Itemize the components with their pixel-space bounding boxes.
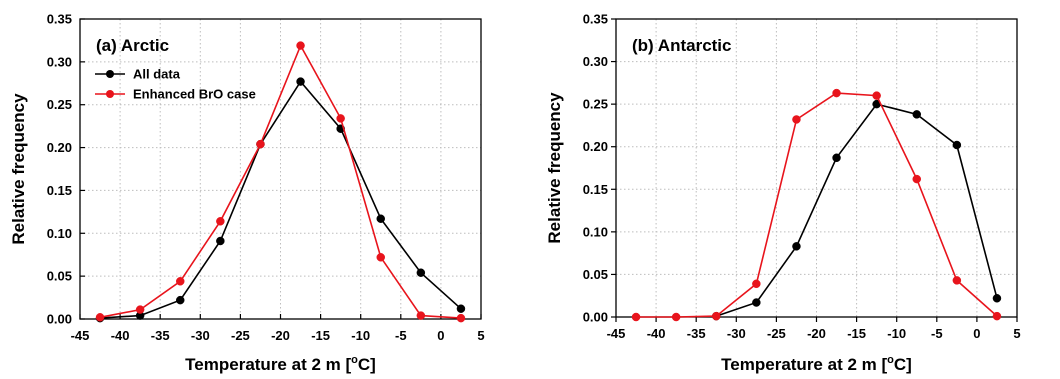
x-tick-label: -30: [727, 326, 746, 341]
data-point: [296, 41, 305, 50]
series-line-0: [716, 103, 998, 317]
data-point: [832, 153, 841, 163]
x-tick-label: -10: [351, 328, 370, 343]
data-point: [135, 305, 145, 314]
y-axis-title: Relative frequency: [545, 92, 564, 244]
data-point: [992, 311, 1002, 321]
y-tick-label: 0.10: [47, 226, 72, 241]
data-point: [95, 313, 105, 322]
x-tick-label: -40: [647, 326, 666, 341]
x-tick-label: -25: [767, 326, 786, 341]
series-line-0: [99, 80, 462, 319]
x-tick-label: -35: [151, 328, 170, 343]
data-point: [872, 91, 881, 100]
legend-marker-0: [106, 70, 114, 78]
x-axis-title: Temperature at 2 m [oC]: [721, 354, 912, 374]
x-tick-label: -35: [687, 326, 706, 341]
data-point: [992, 294, 1002, 303]
data-point: [416, 311, 426, 320]
y-tick-label: 0.25: [47, 97, 72, 112]
x-axis-title-unit: C]: [894, 355, 912, 374]
data-point: [752, 298, 761, 307]
y-tick-label: 0.05: [47, 269, 72, 284]
y-tick-label: 0.30: [583, 54, 608, 69]
x-tick-label: -25: [231, 328, 250, 343]
x-tick-label: -15: [847, 326, 866, 341]
y-tick-label: 0.00: [583, 310, 608, 325]
y-tick-label: 0.05: [583, 267, 608, 282]
x-axis-title-unit: C]: [358, 355, 376, 374]
data-point: [752, 279, 761, 289]
series-line-1: [636, 92, 998, 318]
x-tick-label: -40: [111, 328, 130, 343]
data-point: [456, 313, 466, 323]
x-axis-title-text: Temperature at 2 m [: [185, 355, 351, 374]
y-tick-label: 0.25: [583, 97, 608, 112]
data-point: [912, 110, 921, 119]
data-point: [792, 242, 801, 251]
y-tick-label: 0.00: [47, 312, 72, 327]
data-point: [456, 304, 466, 313]
x-tick-label: 0: [973, 326, 980, 341]
data-point: [376, 253, 385, 262]
chart-panel-b: -45 -40 -35 -30 -25 -20 -15 -10 -5 0 5 0.00 0.05 0.10…: [545, 12, 1021, 375]
x-tick-label: -5: [395, 328, 407, 343]
data-point: [631, 312, 641, 322]
x-axis-title-superscript: o: [351, 354, 358, 366]
x-axis-title-superscript: o: [887, 354, 894, 366]
data-point: [176, 277, 185, 286]
x-tick-label: 0: [437, 328, 444, 343]
legend-label-1: Enhanced BrO case: [133, 87, 256, 102]
panel-label: (b) Antarctic: [632, 36, 732, 55]
y-tick-label: 0.15: [47, 183, 72, 198]
x-tick-label: -30: [191, 328, 210, 343]
x-tick-label: -45: [607, 326, 626, 341]
y-tick-label: 0.35: [583, 12, 608, 27]
legend-label-0: All data: [133, 67, 181, 82]
x-tick-label: -45: [71, 328, 90, 343]
x-tick-label: -15: [311, 328, 330, 343]
y-tick-label: 0.10: [583, 224, 608, 239]
y-tick-label: 0.35: [47, 12, 72, 27]
data-point: [792, 115, 801, 124]
x-tick-label: -5: [931, 326, 943, 341]
data-point: [176, 295, 185, 305]
data-point: [296, 77, 305, 86]
data-point: [216, 217, 225, 226]
x-tick-label: 5: [477, 328, 484, 343]
data-point: [952, 140, 962, 150]
y-tick-label: 0.20: [47, 140, 72, 155]
chart-panel-a: -45 -40 -35 -30 -25 -20 -15 -10 -5 0 5 0.00 0.05 0.10…: [9, 12, 485, 375]
data-point: [256, 139, 265, 149]
data-point: [416, 268, 426, 277]
y-axis-title: Relative frequency: [9, 93, 28, 245]
x-axis-title: Temperature at 2 m [oC]: [185, 354, 376, 374]
y-tick-label: 0.15: [583, 182, 608, 197]
data-point: [832, 88, 841, 98]
data-point: [376, 214, 385, 223]
y-tick-label: 0.20: [583, 139, 608, 154]
x-axis-title-text: Temperature at 2 m [: [721, 355, 887, 374]
panel-label: (a) Arctic: [96, 36, 169, 55]
y-tick-label: 0.30: [47, 54, 72, 69]
x-tick-label: -20: [807, 326, 826, 341]
data-point: [216, 236, 225, 246]
data-point: [336, 114, 345, 123]
data-point: [671, 312, 681, 322]
x-tick-label: 5: [1013, 326, 1020, 341]
data-point: [952, 276, 962, 285]
x-tick-label: -20: [271, 328, 290, 343]
x-tick-label: -10: [887, 326, 906, 341]
series-line-1: [99, 43, 461, 319]
data-point: [912, 174, 921, 184]
legend-marker-1: [106, 90, 114, 98]
data-point: [712, 311, 721, 321]
